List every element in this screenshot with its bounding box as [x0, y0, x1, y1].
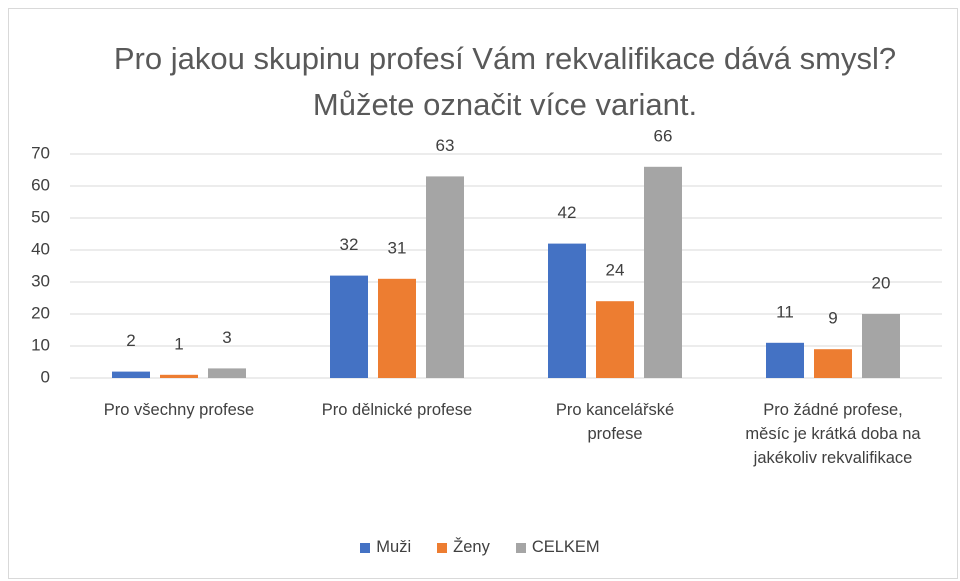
x-tick-label: Pro dělnické profese	[321, 401, 473, 419]
data-label: 3	[222, 328, 231, 347]
x-tick-label: Pro všechny profese	[103, 401, 255, 419]
bar	[112, 371, 150, 378]
data-label: 31	[388, 238, 407, 257]
y-tick-label: 60	[31, 175, 50, 194]
data-label: 24	[606, 261, 625, 280]
data-label: 32	[340, 235, 359, 254]
data-label: 2	[126, 331, 135, 350]
legend-label: Ženy	[453, 538, 490, 556]
x-tick-label: Pro kancelářské profese	[555, 401, 675, 443]
legend-label: Muži	[376, 538, 412, 556]
y-tick-label: 0	[41, 367, 50, 386]
data-label: 11	[776, 302, 794, 321]
legend: Muži Ženy CELKEM	[0, 538, 960, 557]
y-tick-label: 30	[31, 271, 50, 290]
bar	[160, 374, 198, 378]
data-label: 1	[174, 334, 183, 353]
legend-swatch	[360, 542, 371, 553]
chart-title: Pro jakou skupinu profesí Vám rekvalifik…	[113, 41, 897, 122]
data-label: 66	[654, 126, 673, 145]
legend-swatch	[437, 542, 448, 553]
data-label: 9	[828, 309, 837, 328]
legend-swatch	[515, 542, 526, 553]
y-tick-label: 10	[31, 335, 50, 354]
bar	[644, 166, 682, 378]
y-tick-label: 50	[31, 207, 50, 226]
data-label: 42	[558, 203, 577, 222]
legend-label: CELKEM	[531, 538, 600, 556]
legend-item: CELKEM	[515, 538, 600, 557]
legend-item: Ženy	[437, 538, 490, 557]
bar	[814, 349, 852, 378]
bar	[596, 301, 634, 378]
legend-item: Muži	[360, 538, 411, 557]
bar	[766, 342, 804, 378]
bar	[378, 278, 416, 378]
bar	[208, 368, 246, 378]
bar	[330, 275, 368, 378]
y-tick-label: 40	[31, 239, 50, 258]
y-tick-label: 70	[31, 143, 50, 162]
chart-frame	[8, 8, 958, 579]
bar	[862, 314, 900, 378]
data-label: 63	[436, 136, 455, 155]
bar	[426, 176, 464, 378]
bar	[548, 243, 586, 378]
x-tick-label: Pro žádné profese, měsíc je krátká doba …	[745, 401, 921, 467]
y-tick-label: 20	[31, 303, 50, 322]
data-label: 20	[872, 273, 891, 292]
